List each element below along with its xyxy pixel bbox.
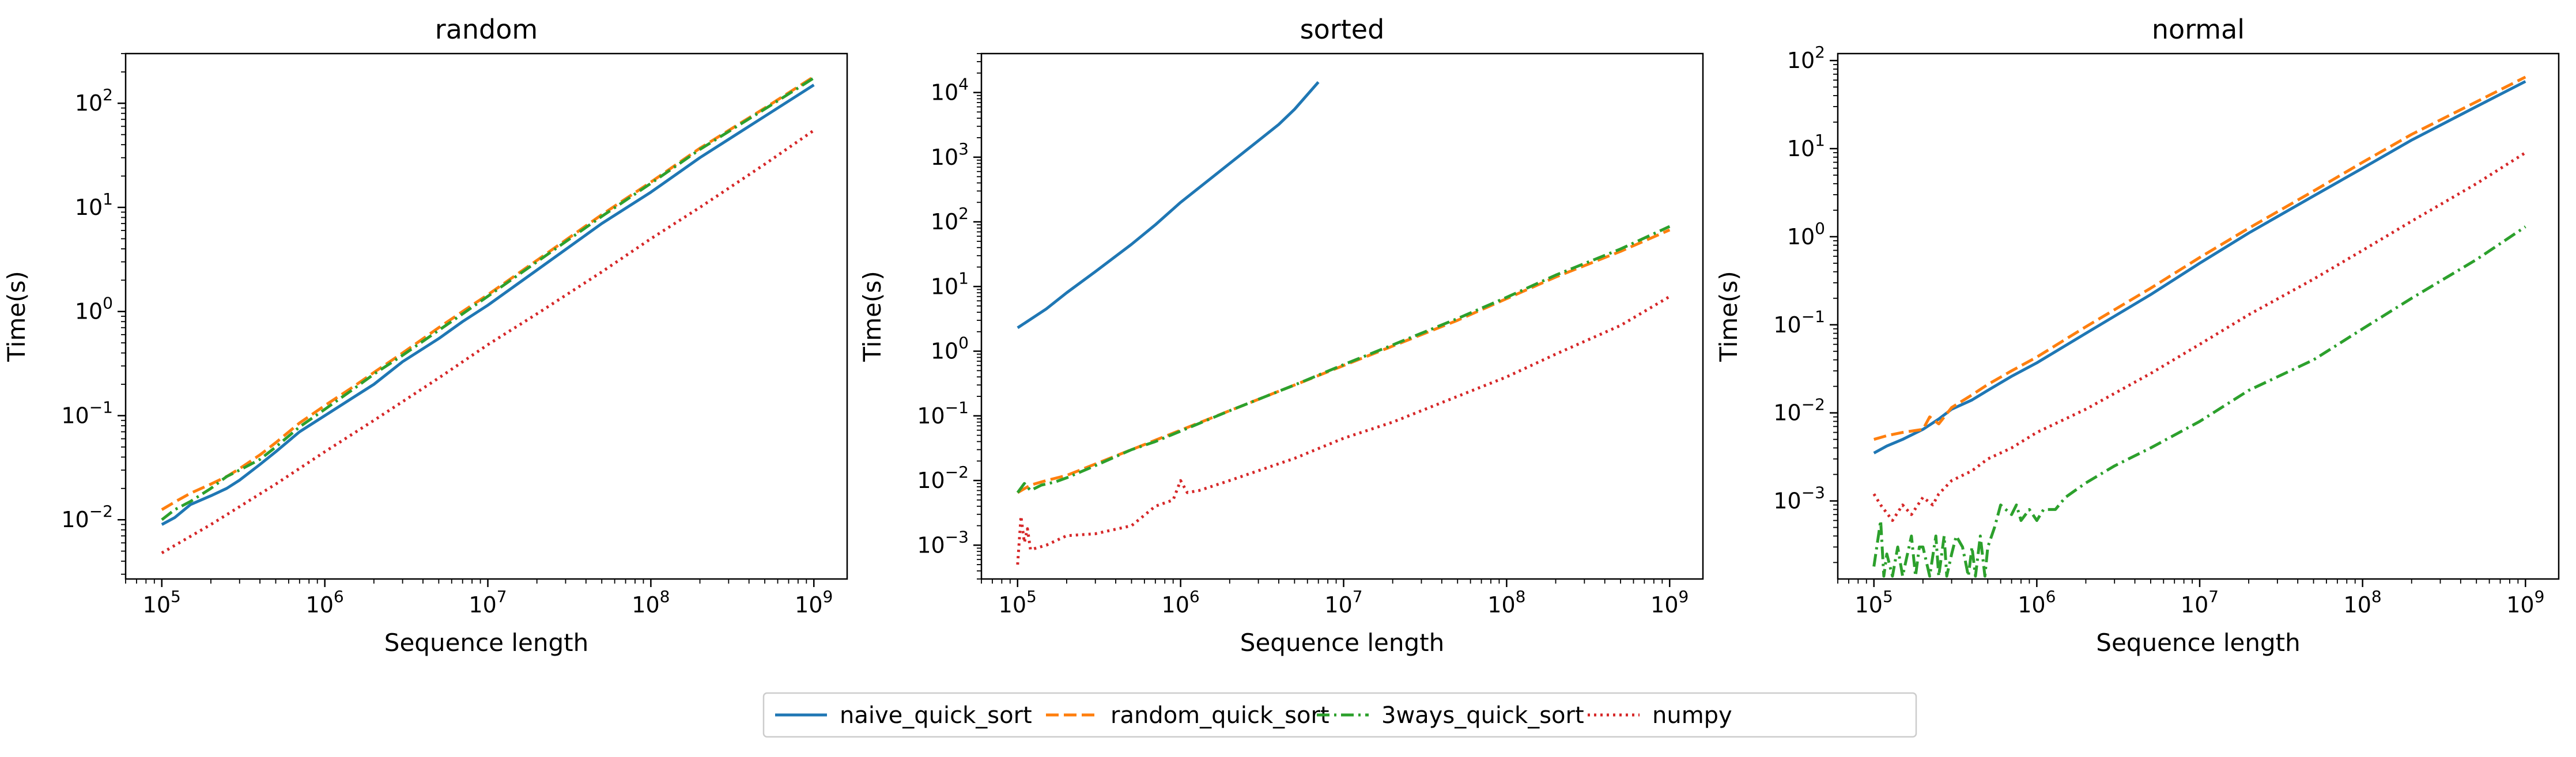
x-axis-label: Sequence length [384,629,588,657]
plot-area [161,75,815,554]
axes-frame [1837,52,2560,580]
y-tick-label: 10−3 [1773,483,1825,514]
x-tick-label: 108 [1487,587,1525,618]
chart-title: random [435,14,538,45]
chart-title: normal [2152,14,2245,45]
y-tick-label: 100 [1787,219,1825,249]
y-axis-label: Time(s) [1714,271,1743,362]
series-numpy [1016,295,1671,565]
x-tick-label: 106 [306,587,344,618]
y-tick-label: 10−1 [61,398,113,428]
series-naive_quick_sort [1873,80,2526,455]
y-tick-label: 104 [931,75,969,105]
x-tick-label: 107 [469,587,507,618]
x-axis: 105 106 107 108 109 [125,579,833,618]
series-naive_quick_sort [161,84,815,526]
y-tick-label: 102 [1787,43,1825,73]
series-random_quick_sort [1017,228,1671,494]
y-tick-label: 10−3 [917,527,969,558]
x-tick-label: 109 [2506,587,2544,618]
legend-label: 3ways_quick_sort [1381,702,1584,729]
series-random_quick_sort [161,75,815,511]
legend-label: naive_quick_sort [840,702,1032,729]
y-tick-label: 10−2 [917,463,969,493]
y-tick-label: 10−2 [1773,395,1825,426]
x-axis: 105 106 107 108 109 [1837,579,2544,618]
x-tick-label: 105 [1855,587,1893,618]
series-numpy [1872,151,2526,522]
subplot-random: 105 106 107 108 109 10−2 10−1 100 101 102 random Se… [2,14,848,657]
series-3ways_quick_sort [1872,225,2526,578]
y-axis-label: Time(s) [858,271,886,362]
series-3ways_quick_sort [161,77,815,521]
y-tick-label: 102 [931,204,969,234]
y-tick-label: 103 [931,139,969,170]
x-tick-label: 108 [632,587,670,618]
x-tick-label: 105 [143,587,181,618]
y-tick-label: 101 [1787,131,1825,161]
y-tick-label: 102 [75,85,113,116]
x-axis-label: Sequence length [1240,629,1444,657]
legend-box [762,692,1917,738]
legend: naive_quick_sort random_quick_sort 3ways_q… [762,692,1917,738]
legend-item: 3ways_quick_sort [1317,702,1584,729]
x-tick-label: 106 [2018,587,2056,618]
y-axis-label: Time(s) [2,271,31,362]
series-numpy [161,129,815,554]
x-axis: 105 106 107 108 109 [981,579,1689,618]
y-tick-label: 10−1 [1773,307,1825,338]
plot-area [1016,81,1671,565]
y-tick-label: 10−2 [61,502,113,532]
legend-label: random_quick_sort [1111,702,1329,729]
y-axis: 10−3 10−2 10−1 100 101 102 103 104 [917,53,981,580]
legend-item: numpy [1588,702,1732,729]
x-tick-label: 107 [2181,587,2219,618]
y-tick-label: 101 [75,190,113,220]
y-tick-label: 101 [931,268,969,299]
axes-frame [980,52,1704,580]
legend-item: naive_quick_sort [775,702,1032,729]
x-tick-label: 108 [2344,587,2382,618]
series-3ways_quick_sort [1016,225,1671,494]
plot-area [1872,75,2526,578]
y-axis: 10−3 10−2 10−1 100 101 102 [1773,43,1838,563]
chart-title: sorted [1300,14,1385,45]
y-tick-label: 10−1 [917,398,969,429]
series-naive_quick_sort [1017,81,1320,330]
y-tick-label: 100 [75,294,113,324]
y-axis: 10−2 10−1 100 101 102 [61,53,126,575]
y-tick-label: 100 [931,334,969,364]
series-random_quick_sort [1874,75,2526,441]
x-axis-label: Sequence length [2096,629,2300,657]
subplot-normal: 105 106 107 108 109 10−3 10−2 10−1 100 101 102 norm… [1714,14,2560,657]
subplot-sorted: 105 106 107 108 10910−310−210−11001011021031… [858,14,1704,657]
x-tick-label: 106 [1162,587,1200,618]
x-tick-label: 109 [795,587,833,618]
x-tick-label: 107 [1324,587,1362,618]
legend-item: random_quick_sort [1046,702,1329,729]
x-tick-label: 105 [999,587,1037,618]
legend-label: numpy [1652,702,1732,729]
x-tick-label: 109 [1650,587,1689,618]
